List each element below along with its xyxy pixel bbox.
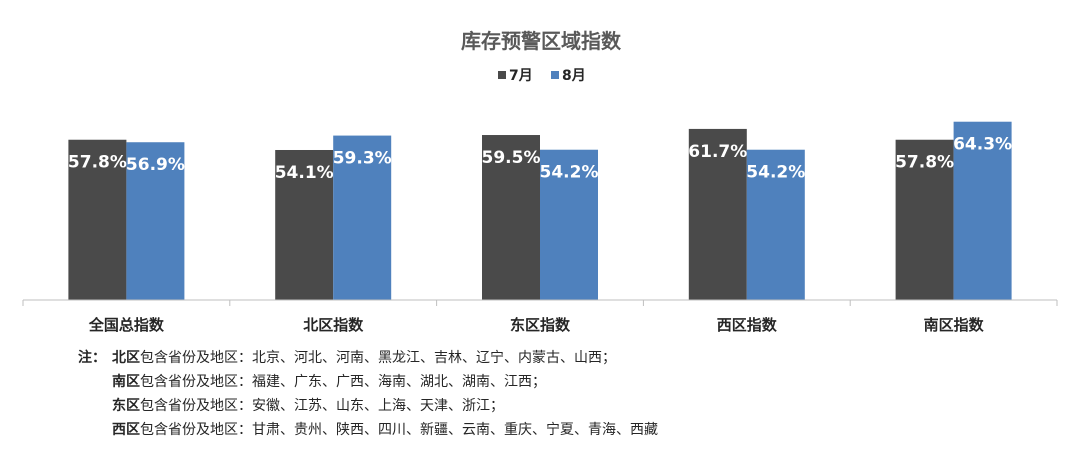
bar-jul-1 xyxy=(68,139,127,300)
bar-chart: 库存预警区域指数 7月 8月 57.8% 56.9% 54.1%59.3% 59.5%5… xyxy=(22,29,1058,334)
legend-swatch-2 xyxy=(551,71,559,79)
legend-label-2: 8月 xyxy=(562,68,586,84)
note-text: 包含省份及地区：安徽、江苏、山东、上海、天津、浙江； xyxy=(140,398,504,414)
note-line-west: 西区包含省份及地区：甘肃、贵州、陕西、四川、新疆、云南、重庆、宁夏、青海、西藏 xyxy=(78,418,658,442)
legend-label-1: 7月 xyxy=(509,68,533,84)
x-tick-label: 全国总指数 xyxy=(88,316,165,334)
bar-aug-3 xyxy=(540,149,598,300)
bar-jul-4 xyxy=(688,128,747,300)
bars: 57.8% 56.9% 54.1%59.3% 59.5%54.2%61.7%54.2%… xyxy=(68,121,1012,300)
note-line-north: 注： 北区包含省份及地区：北京、河北、河南、黑龙江、吉林、辽宁、内蒙古、山西； xyxy=(78,346,658,370)
bar-aug-4 xyxy=(746,149,805,300)
data-label-jul-2: 54.1% xyxy=(275,163,334,183)
note-region-label: 南区 xyxy=(112,374,140,390)
data-label-jul-5: 57.8% xyxy=(895,153,954,173)
note-line-south: 南区包含省份及地区：福建、广东、广西、海南、湖北、湖南、江西； xyxy=(78,370,658,394)
data-label-jul-1: 57.8% xyxy=(68,153,127,173)
data-label-jul-4: 61.7% xyxy=(688,142,747,162)
bar-jul-5 xyxy=(895,139,954,300)
x-tick-label: 南区指数 xyxy=(924,316,985,334)
data-label-aug-4: 54.2% xyxy=(746,163,805,183)
x-tick-label: 东区指数 xyxy=(510,316,571,334)
note-line-east: 东区包含省份及地区：安徽、江苏、山东、上海、天津、浙江； xyxy=(78,394,658,418)
bar-aug-5 xyxy=(953,121,1012,300)
note-region-label: 西区 xyxy=(112,422,140,438)
data-label-aug-2: 59.3% xyxy=(333,149,392,169)
data-label-aug-3: 54.2% xyxy=(540,163,599,183)
data-label-aug-5: 64.3% xyxy=(953,135,1012,155)
data-label-aug-1: 56.9% xyxy=(126,155,185,175)
legend: 7月 8月 xyxy=(498,68,586,84)
note-region-label: 东区 xyxy=(112,398,140,414)
legend-swatch-1 xyxy=(498,71,506,79)
note-text: 包含省份及地区：甘肃、贵州、陕西、四川、新疆、云南、重庆、宁夏、青海、西藏 xyxy=(140,422,658,438)
x-axis-labels: 全国总指数 北区指数 东区指数 西区指数 南区指数 xyxy=(88,316,985,334)
bar-jul-2 xyxy=(275,149,334,300)
note-text: 包含省份及地区：北京、河北、河南、黑龙江、吉林、辽宁、内蒙古、山西； xyxy=(140,350,616,366)
bar-aug-1 xyxy=(126,142,185,300)
x-axis-ticks xyxy=(22,300,1058,306)
bar-aug-2 xyxy=(333,135,392,300)
note-region-label: 北区 xyxy=(112,350,140,366)
bar-jul-3 xyxy=(482,135,540,300)
x-tick-label: 北区指数 xyxy=(303,316,364,334)
notes: 注： 北区包含省份及地区：北京、河北、河南、黑龙江、吉林、辽宁、内蒙古、山西； 南… xyxy=(78,346,658,442)
note-text: 包含省份及地区：福建、广东、广西、海南、湖北、湖南、江西； xyxy=(140,374,546,390)
note-prefix: 注： xyxy=(78,350,106,366)
x-tick-label: 西区指数 xyxy=(717,316,778,334)
chart-title: 库存预警区域指数 xyxy=(461,29,622,53)
data-label-jul-3: 59.5% xyxy=(482,148,541,168)
